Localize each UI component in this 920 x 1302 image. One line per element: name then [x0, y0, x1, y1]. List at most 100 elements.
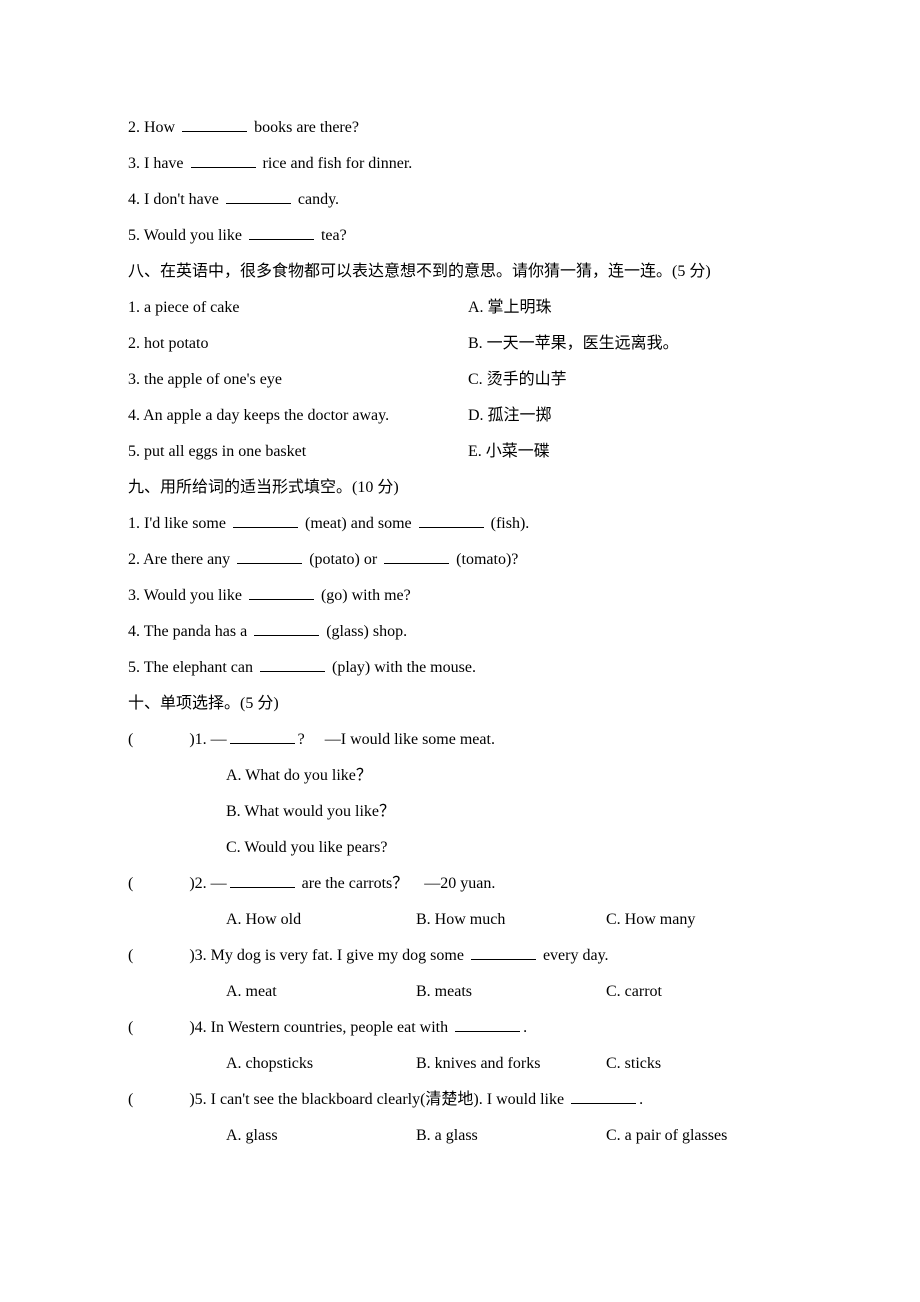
s9-q1: 1. I'd like some (meat) and some (fish).	[128, 506, 800, 542]
opt-b: B. knives and forks	[416, 1046, 606, 1082]
s9-q5: 5. The elephant can (play) with the mous…	[128, 650, 800, 686]
paren-open: (	[128, 875, 133, 892]
text: (play) with the mouse.	[332, 659, 476, 676]
text: .	[523, 1019, 527, 1036]
blank[interactable]	[182, 116, 247, 132]
blank[interactable]	[230, 872, 295, 888]
fill-q4: 4. I don't have candy.	[128, 182, 800, 218]
fill-q4-prefix: 4. I don't have	[128, 191, 223, 208]
text: 3. Would you like	[128, 587, 246, 604]
fill-q2-prefix: 2. How	[128, 119, 179, 136]
s10-q4-stem: ()4. In Western countries, people eat wi…	[128, 1010, 800, 1046]
text: (tomato)?	[456, 551, 518, 568]
s9-q3: 3. Would you like (go) with me?	[128, 578, 800, 614]
s10-q5-stem: ()5. I can't see the blackboard clearly(…	[128, 1082, 800, 1118]
text: (meat) and some	[305, 515, 416, 532]
match-right: D. 孤注一掷	[468, 398, 800, 434]
match-left: 2. hot potato	[128, 326, 468, 362]
s10-q5-opts: A. glass B. a glass C. a pair of glasses	[128, 1118, 800, 1154]
match-row-2: 2. hot potato B. 一天一苹果，医生远离我。	[128, 326, 800, 362]
blank[interactable]	[237, 548, 302, 564]
opt-a: A. glass	[226, 1118, 416, 1154]
fill-q5-suffix: tea?	[321, 227, 347, 244]
opt-a: A. chopsticks	[226, 1046, 416, 1082]
opt-c: C. carrot	[606, 974, 800, 1010]
s10-q1-opt-b: B. What would you like？	[128, 794, 800, 830]
match-right: C. 烫手的山芋	[468, 362, 800, 398]
s9-q4: 4. The panda has a (glass) shop.	[128, 614, 800, 650]
opt-a: A. meat	[226, 974, 416, 1010]
blank[interactable]	[455, 1016, 520, 1032]
s10-q4-opts: A. chopsticks B. knives and forks C. sti…	[128, 1046, 800, 1082]
s10-q3-opts: A. meat B. meats C. carrot	[128, 974, 800, 1010]
opt-c: C. a pair of glasses	[606, 1118, 800, 1154]
blank[interactable]	[233, 512, 298, 528]
fill-q2-suffix: books are there?	[254, 119, 359, 136]
text: (fish).	[491, 515, 530, 532]
s10-q3-stem: ()3. My dog is very fat. I give my dog s…	[128, 938, 800, 974]
text: 1. I'd like some	[128, 515, 230, 532]
match-left: 1. a piece of cake	[128, 290, 468, 326]
opt-a: A. How old	[226, 902, 416, 938]
s10-q2-stem: ()2. — are the carrots？ —20 yuan.	[128, 866, 800, 902]
text: 4. In Western countries, people eat with	[195, 1019, 452, 1036]
blank[interactable]	[249, 224, 314, 240]
section10-title: 十、单项选择。(5 分)	[128, 686, 800, 722]
fill-q4-suffix: candy.	[298, 191, 339, 208]
fill-q5-prefix: 5. Would you like	[128, 227, 246, 244]
blank[interactable]	[191, 152, 256, 168]
match-left: 5. put all eggs in one basket	[128, 434, 468, 470]
section9-title: 九、用所给词的适当形式填空。(10 分)	[128, 470, 800, 506]
match-row-5: 5. put all eggs in one basket E. 小菜一碟	[128, 434, 800, 470]
blank[interactable]	[226, 188, 291, 204]
blank[interactable]	[230, 728, 295, 744]
s10-q1-opt-a: A. What do you like？	[128, 758, 800, 794]
match-right: B. 一天一苹果，医生远离我。	[468, 326, 800, 362]
text: 5. The elephant can	[128, 659, 257, 676]
blank[interactable]	[384, 548, 449, 564]
s9-q2: 2. Are there any (potato) or (tomato)?	[128, 542, 800, 578]
text: ? —I would like some meat.	[298, 731, 495, 748]
blank[interactable]	[419, 512, 484, 528]
text: 3. My dog is very fat. I give my dog som…	[195, 947, 468, 964]
match-row-4: 4. An apple a day keeps the doctor away.…	[128, 398, 800, 434]
text: are the carrots？ —20 yuan.	[298, 875, 496, 892]
text: (go) with me?	[321, 587, 411, 604]
text: (glass) shop.	[326, 623, 407, 640]
paren-open: (	[128, 1091, 133, 1108]
text: 2. Are there any	[128, 551, 234, 568]
paren-open: (	[128, 731, 133, 748]
match-right: E. 小菜一碟	[468, 434, 800, 470]
opt-b: B. How much	[416, 902, 606, 938]
blank[interactable]	[471, 944, 536, 960]
s10-q2-opts: A. How old B. How much C. How many	[128, 902, 800, 938]
s10-q1-opt-c: C. Would you like pears?	[128, 830, 800, 866]
text: 5. I can't see the blackboard clearly(清楚…	[195, 1091, 568, 1108]
blank[interactable]	[571, 1088, 636, 1104]
text: 4. The panda has a	[128, 623, 251, 640]
match-left: 3. the apple of one's eye	[128, 362, 468, 398]
match-left: 4. An apple a day keeps the doctor away.	[128, 398, 468, 434]
opt-c: C. sticks	[606, 1046, 800, 1082]
match-row-1: 1. a piece of cake A. 掌上明珠	[128, 290, 800, 326]
match-right: A. 掌上明珠	[468, 290, 800, 326]
worksheet-page: 2. How books are there? 3. I have rice a…	[0, 0, 920, 1302]
fill-q3-suffix: rice and fish for dinner.	[263, 155, 413, 172]
text: (potato) or	[309, 551, 381, 568]
opt-c: C. How many	[606, 902, 800, 938]
text: every day.	[539, 947, 609, 964]
blank[interactable]	[254, 620, 319, 636]
blank[interactable]	[260, 656, 325, 672]
opt-b: B. meats	[416, 974, 606, 1010]
opt-b: B. a glass	[416, 1118, 606, 1154]
fill-q3: 3. I have rice and fish for dinner.	[128, 146, 800, 182]
section8-title: 八、在英语中，很多食物都可以表达意想不到的意思。请你猜一猜，连一连。(5 分)	[128, 254, 800, 290]
fill-q3-prefix: 3. I have	[128, 155, 188, 172]
text: 2. —	[195, 875, 227, 892]
paren-open: (	[128, 947, 133, 964]
paren-open: (	[128, 1019, 133, 1036]
text: .	[639, 1091, 643, 1108]
fill-q2: 2. How books are there?	[128, 110, 800, 146]
text: 1. —	[195, 731, 227, 748]
blank[interactable]	[249, 584, 314, 600]
